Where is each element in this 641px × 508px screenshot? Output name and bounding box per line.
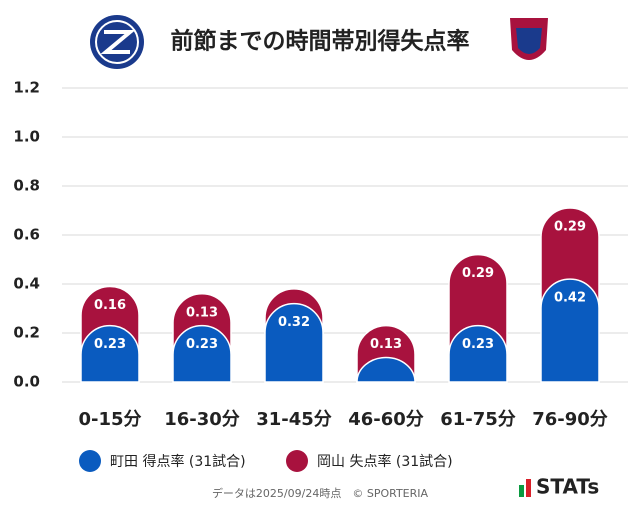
away-logo xyxy=(510,18,548,60)
x-tick-label: 16-30分 xyxy=(164,409,240,430)
legend-swatch xyxy=(286,450,308,472)
y-tick-label: 1.0 xyxy=(13,128,40,146)
home-logo xyxy=(90,15,144,69)
value-label: 0.16 xyxy=(94,298,126,313)
bar xyxy=(172,324,232,383)
x-tick-label: 0-15分 xyxy=(78,409,141,430)
value-label: 0.29 xyxy=(554,220,586,235)
value-label: 0.29 xyxy=(462,266,494,281)
footer: データは2025/09/24時点 © SPORTERIA xyxy=(212,486,429,500)
y-tick-label: 0.8 xyxy=(13,177,40,195)
legend-label: 岡山 失点率 (31試合) xyxy=(317,453,453,470)
legend: 町田 得点率 (31試合) 岡山 失点率 (31試合) xyxy=(79,450,453,472)
x-tick-label: 46-60分 xyxy=(348,409,424,430)
bar xyxy=(80,324,140,383)
y-tick-label: 0.0 xyxy=(13,373,40,391)
value-label: 0.13 xyxy=(370,337,402,352)
y-tick-label: 0.6 xyxy=(13,226,40,244)
y-tick-label: 0.4 xyxy=(13,275,40,293)
legend-label: 町田 得点率 (31試合) xyxy=(110,453,246,470)
value-label: 0.42 xyxy=(554,291,586,306)
x-tick-label: 31-45分 xyxy=(256,409,332,430)
y-tick-label: 1.2 xyxy=(13,79,40,97)
bar xyxy=(356,356,416,383)
chart-title: 前節までの時間帯別得失点率 xyxy=(171,28,470,55)
value-label: 0.23 xyxy=(94,337,126,352)
value-label: 0.13 xyxy=(186,305,218,320)
value-label: 0.23 xyxy=(186,337,218,352)
bar xyxy=(264,302,324,383)
y-tick-label: 0.2 xyxy=(13,324,40,342)
value-label: 0.23 xyxy=(462,337,494,352)
legend-swatch xyxy=(79,450,101,472)
brand: STATs xyxy=(536,475,599,499)
bar xyxy=(448,324,508,383)
x-tick-label: 61-75分 xyxy=(440,409,516,430)
bar xyxy=(540,278,600,383)
brand-logo: STATs xyxy=(519,475,599,499)
x-tick-label: 76-90分 xyxy=(532,409,608,430)
value-label: 0.32 xyxy=(278,315,310,330)
